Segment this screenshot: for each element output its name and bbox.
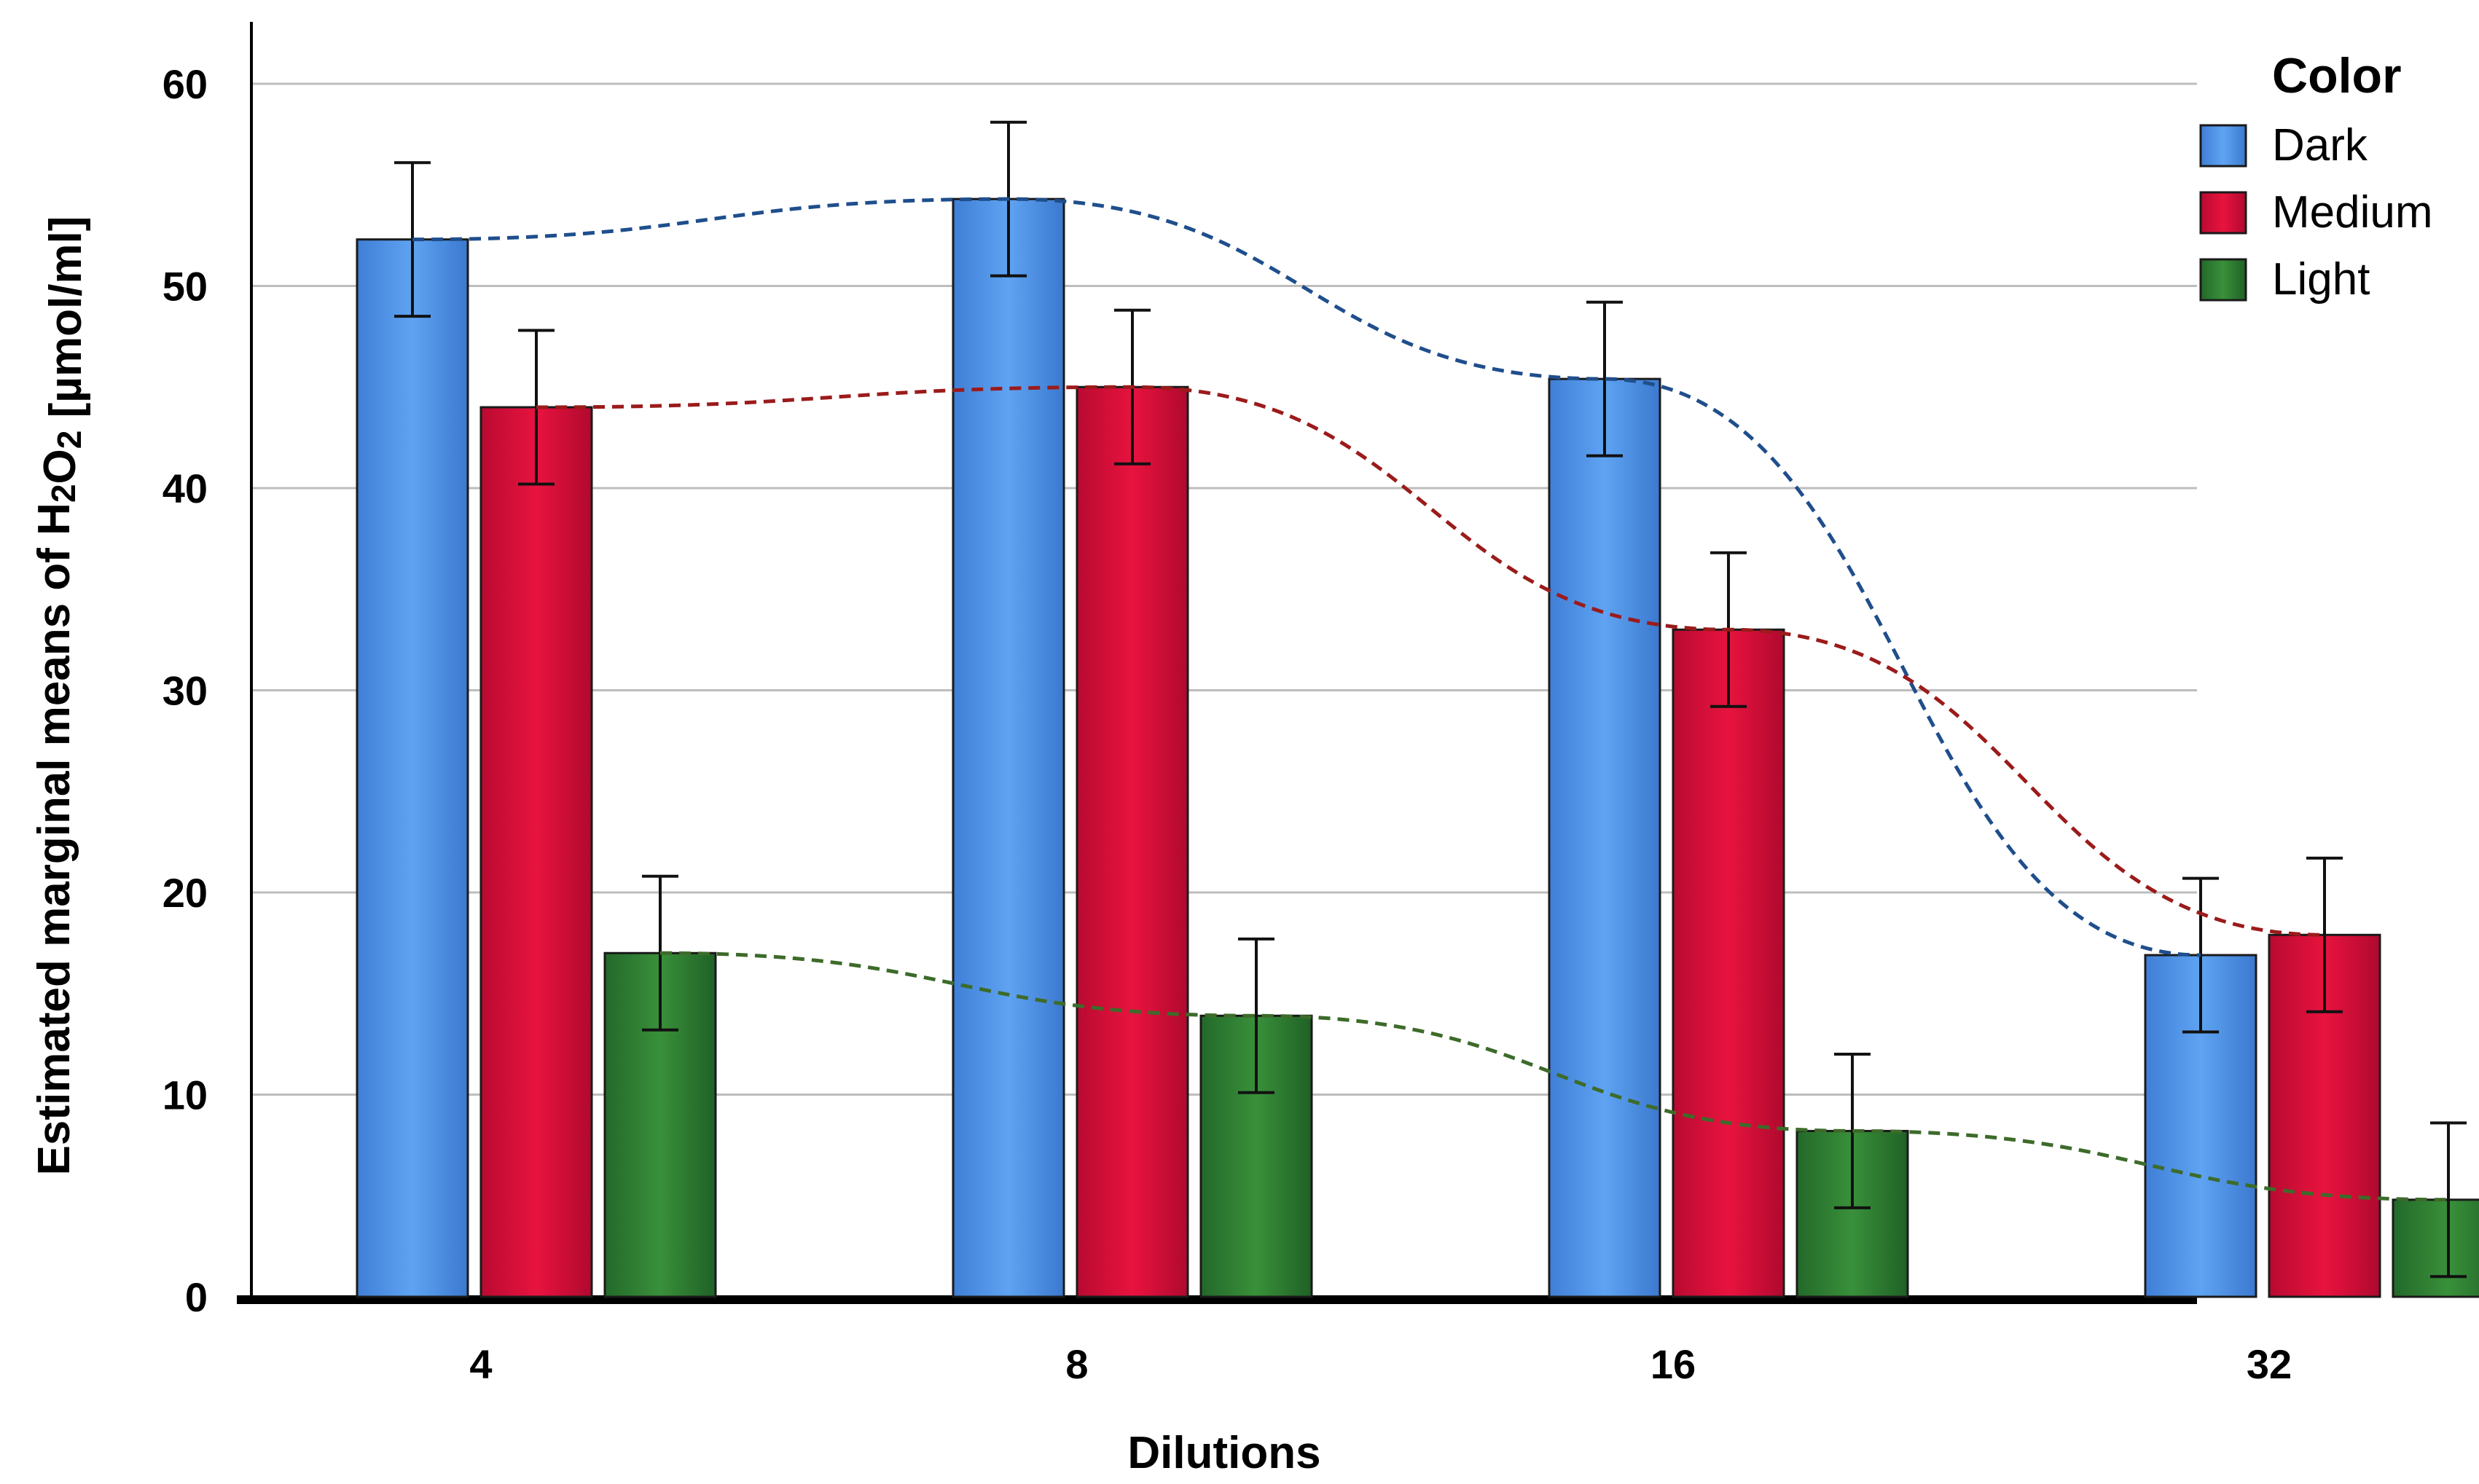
bar-dark-8 [952,197,1065,1298]
legend-label-light: Light [2272,254,2370,305]
x-tick-label: 32 [2247,1341,2292,1387]
bar-light-32 [2392,1198,2479,1298]
x-axis-title: Dilutions [1127,1428,1320,1478]
legend-label-dark: Dark [2272,120,2368,170]
bar-dark-16 [1548,377,1661,1298]
tick-labels: 0 10 20 30 40 50 60 4 8 16 32 [162,61,2292,1387]
legend-swatch-light [2199,258,2247,302]
bar-medium-16 [1672,628,1785,1298]
trend-lines [412,197,2449,1202]
y-tick-label: 60 [162,61,208,107]
x-tick-label: 8 [1065,1341,1088,1387]
error-bar-light-8 [1238,937,1274,1094]
bars [356,120,2479,1298]
legend-label-medium: Medium [2272,187,2433,237]
bar-medium-4 [479,406,593,1298]
trend-line-medium [536,385,2325,937]
y-tick-label: 40 [162,466,208,511]
y-axis-title: Estimated marginal means of H2O2 [µmol/m… [29,216,91,1176]
y-tick-label: 50 [162,264,208,310]
y-tick-label: 10 [162,1072,208,1118]
legend-swatch-medium [2199,191,2247,235]
y-tick-label: 30 [162,668,208,714]
legend-swatch-dark [2199,124,2247,168]
error-bar-light-16 [1834,1053,1871,1209]
axes [237,22,2197,1304]
bar-dark-4 [356,238,469,1298]
y-tick-label: 20 [162,870,208,916]
error-bar-medium-32 [2306,856,2343,1013]
x-tick-label: 16 [1650,1341,1696,1387]
legend: Color Dark Medium Light [2199,48,2433,305]
y-tick-label: 0 [185,1274,208,1320]
legend-title: Color [2272,48,2402,103]
trend-line-dark [412,197,2201,957]
x-tick-label: 4 [469,1341,492,1387]
error-bar-light-32 [2430,1121,2467,1279]
error-bar-dark-16 [1586,300,1623,458]
bar-medium-8 [1076,385,1189,1298]
